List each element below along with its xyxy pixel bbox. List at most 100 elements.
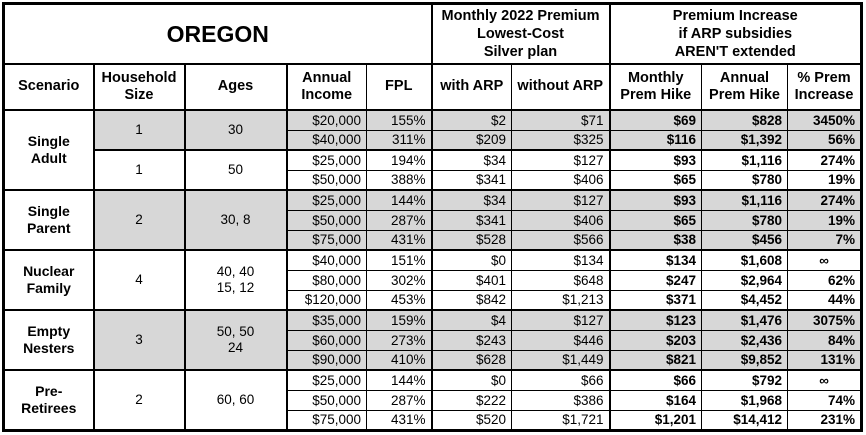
income-cell: $75,000 xyxy=(285,229,367,251)
annual-hike-cell: $1,116 xyxy=(701,149,788,171)
with-arp-cell: $243 xyxy=(430,329,512,351)
with-arp-cell: $2 xyxy=(430,109,512,131)
fpl-cell: 159% xyxy=(366,309,432,331)
table-row: $120,000 453% $842 $1,213 $371 $4,452 44% xyxy=(4,289,862,311)
without-arp-cell: $406 xyxy=(511,169,610,191)
with-arp-cell: $842 xyxy=(430,289,512,311)
without-arp-cell: $648 xyxy=(511,269,610,291)
scenario-cell: Pre- Retirees xyxy=(3,369,94,431)
table-row: $90,000 410% $628 $1,449 $821 $9,852 131% xyxy=(4,349,862,371)
pct-increase-cell: 274% xyxy=(787,149,862,171)
annual-hike-cell: $1,608 xyxy=(701,249,788,271)
pct-increase-cell: 62% xyxy=(787,269,862,291)
pct-increase-cell: 19% xyxy=(787,169,862,191)
household-size-cell: 1 xyxy=(92,109,185,151)
income-cell: $25,000 xyxy=(285,149,367,171)
income-cell: $35,000 xyxy=(285,309,367,331)
annual-hike-cell: $1,392 xyxy=(701,129,788,151)
annual-hike-cell: $1,476 xyxy=(701,309,788,331)
col-header-annual-hike: Annual Prem Hike xyxy=(701,63,788,111)
with-arp-cell: $0 xyxy=(430,369,512,391)
scenario-cell: Nuclear Family xyxy=(3,249,94,311)
fpl-cell: 453% xyxy=(366,289,432,311)
without-arp-cell: $386 xyxy=(511,389,610,411)
without-arp-cell: $566 xyxy=(511,229,610,251)
table-row: $60,000 273% $243 $446 $203 $2,436 84% xyxy=(4,329,862,351)
without-arp-cell: $325 xyxy=(511,129,610,151)
household-size-cell: 4 xyxy=(92,249,185,311)
col-header-pct-increase: % Prem Increase xyxy=(787,63,862,111)
without-arp-cell: $446 xyxy=(511,329,610,351)
table-row: Single Parent 2 30, 8 $25,000 144% $34 $127 $93… xyxy=(3,189,862,251)
annual-hike-cell: $9,852 xyxy=(701,349,788,371)
income-cell: $60,000 xyxy=(285,329,367,351)
monthly-hike-cell: $66 xyxy=(608,369,702,391)
without-arp-cell: $127 xyxy=(511,309,610,331)
ages-cell: 30, 8 xyxy=(183,189,287,251)
with-arp-cell: $0 xyxy=(430,249,512,271)
monthly-hike-cell: $38 xyxy=(608,229,702,251)
pct-increase-cell: 7% xyxy=(787,229,862,251)
annual-hike-cell: $1,968 xyxy=(701,389,788,411)
table-row: 1 50 $25,000 194% $34 $127 $93 $1,116 274% xyxy=(4,149,862,191)
income-cell: $25,000 xyxy=(285,189,367,211)
without-arp-cell: $1,213 xyxy=(511,289,610,311)
col-header-fpl: FPL xyxy=(366,63,432,111)
pct-increase-cell: 131% xyxy=(787,349,862,371)
table-row: Pre- Retirees 2 60, 60 $25,000 144% $0 $66 $66 $… xyxy=(3,369,862,431)
without-arp-cell: $134 xyxy=(511,249,610,271)
scenario-cell: Single Adult xyxy=(3,109,94,191)
col-header-ages: Ages xyxy=(183,63,287,111)
without-arp-cell: $1,721 xyxy=(511,409,610,431)
income-cell: $40,000 xyxy=(285,129,367,151)
pct-increase-cell: 84% xyxy=(787,329,862,351)
table-row: Single Adult 1 30 $20,000 155% $2 $71 $69 $828 34… xyxy=(3,109,862,191)
increase-section-header: Premium Increase if ARP subsidies AREN'T… xyxy=(608,3,862,65)
annual-hike-cell: $780 xyxy=(701,169,788,191)
income-cell: $90,000 xyxy=(285,349,367,371)
with-arp-cell: $34 xyxy=(430,189,512,211)
monthly-hike-cell: $821 xyxy=(608,349,702,371)
pct-increase-cell: 56% xyxy=(787,129,862,151)
fpl-cell: 431% xyxy=(366,409,432,431)
without-arp-cell: $127 xyxy=(511,149,610,171)
ages-cell: 50, 50 24 xyxy=(183,309,287,371)
with-arp-cell: $222 xyxy=(430,389,512,411)
annual-hike-cell: $1,116 xyxy=(701,189,788,211)
scenario-cell: Empty Nesters xyxy=(3,309,94,371)
fpl-cell: 155% xyxy=(366,109,432,131)
pct-increase-cell: ∞ xyxy=(787,369,862,391)
without-arp-cell: $406 xyxy=(511,209,610,231)
scenario-cell: Single Parent xyxy=(3,189,94,251)
table-row: $50,000 287% $341 $406 $65 $780 19% xyxy=(4,209,862,231)
pct-increase-cell: 3450% xyxy=(787,109,862,131)
pct-increase-cell: 3075% xyxy=(787,309,862,331)
income-cell: $20,000 xyxy=(285,109,367,131)
income-cell: $40,000 xyxy=(285,249,367,271)
household-size-cell: 3 xyxy=(92,309,185,371)
income-cell: $50,000 xyxy=(285,209,367,231)
table-header: OREGON Monthly 2022 Premium Lowest-Cost … xyxy=(3,3,862,111)
fpl-cell: 431% xyxy=(366,229,432,251)
income-cell: $25,000 xyxy=(285,369,367,391)
table-row: Empty Nesters 3 50, 50 24 $35,000 159% $4 $127… xyxy=(3,309,862,371)
with-arp-cell: $34 xyxy=(430,149,512,171)
income-cell: $50,000 xyxy=(285,389,367,411)
fpl-cell: 311% xyxy=(366,129,432,151)
premium-section-header: Monthly 2022 Premium Lowest-Cost Silver … xyxy=(430,3,610,65)
col-header-with-arp: with ARP xyxy=(430,63,512,111)
annual-hike-cell: $828 xyxy=(701,109,788,131)
with-arp-cell: $341 xyxy=(430,169,512,191)
annual-hike-cell: $2,436 xyxy=(701,329,788,351)
monthly-hike-cell: $65 xyxy=(608,209,702,231)
table-body: Single Adult 1 30 $20,000 155% $2 $71 $69 $828 34… xyxy=(3,109,862,431)
without-arp-cell: $1,449 xyxy=(511,349,610,371)
annual-hike-cell: $14,412 xyxy=(701,409,788,431)
monthly-hike-cell: $116 xyxy=(608,129,702,151)
monthly-hike-cell: $371 xyxy=(608,289,702,311)
household-size-cell: 2 xyxy=(92,189,185,251)
fpl-cell: 302% xyxy=(366,269,432,291)
monthly-hike-cell: $123 xyxy=(608,309,702,331)
pct-increase-cell: 44% xyxy=(787,289,862,311)
